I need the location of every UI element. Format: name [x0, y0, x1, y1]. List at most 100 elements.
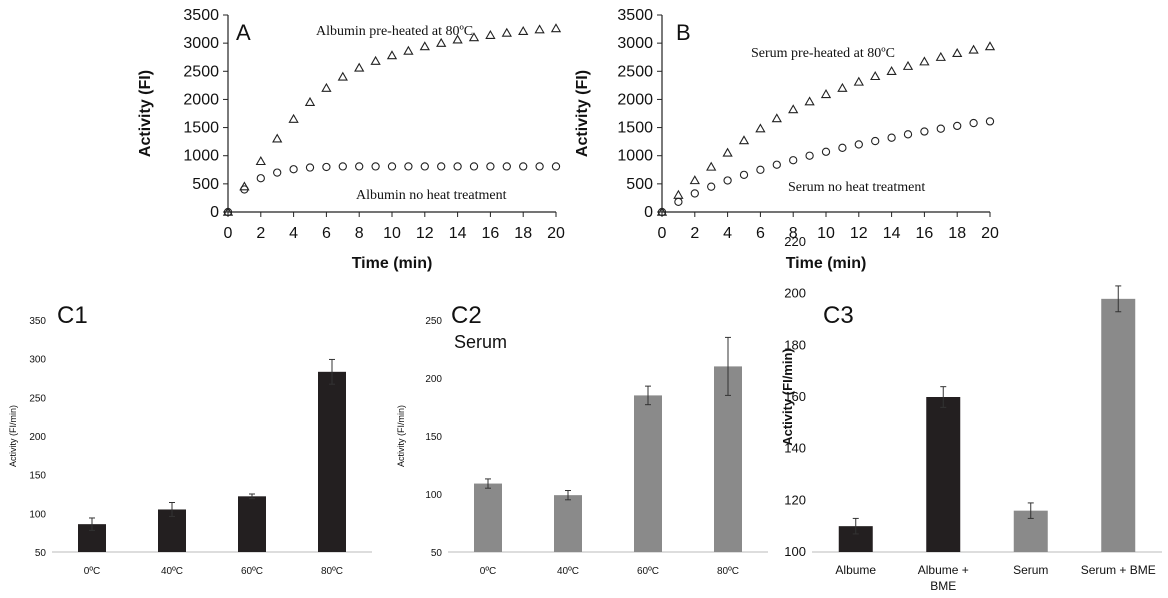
c3-y-tick-label: 220 — [784, 234, 806, 249]
b-x-tick-label: 12 — [850, 225, 868, 242]
b-series-0-point — [902, 60, 914, 70]
a-series-1-point — [338, 162, 347, 171]
c1-bar — [238, 496, 266, 552]
c2-y-tick-label: 150 — [425, 432, 442, 443]
a-series-1-point — [322, 162, 331, 172]
c3-y-tick-label: 200 — [784, 286, 806, 301]
b-series-1-point — [920, 127, 929, 136]
c1-y-tick-label: 150 — [29, 471, 46, 482]
b-series-1-point — [739, 170, 749, 180]
a-series-0-point — [501, 27, 512, 37]
b-y-tick-label: 3500 — [617, 7, 653, 24]
b-series-1-point — [772, 160, 781, 169]
a-series-1-point — [437, 162, 446, 171]
c1-y-tick-label: 350 — [29, 316, 46, 327]
c1-category-label: 0ºC — [84, 566, 100, 577]
a-series-0-point — [288, 113, 299, 123]
a-series-0-point — [370, 55, 381, 65]
a-series-0-point — [550, 23, 562, 33]
a-series-0-point — [386, 50, 398, 60]
b-series-1-point — [690, 189, 699, 198]
a-series-1-point — [469, 162, 479, 171]
annotation-albumin-no-heat: Albumin no heat treatment — [356, 188, 507, 203]
a-y-tick-label: 1500 — [183, 120, 219, 137]
a-series-1-point — [223, 207, 233, 217]
c2-category-label: 0ºC — [480, 566, 496, 577]
c3-category-label-line: Albume — [835, 563, 876, 577]
a-x-tick-label: 4 — [289, 225, 298, 242]
a-y-axis-title: Activity (FI) — [137, 70, 154, 157]
b-series-1-point — [756, 165, 765, 174]
c2-category-label-line: 40ºC — [557, 566, 579, 577]
c1-y-tick-label: 300 — [29, 355, 46, 366]
a-series-0-point — [518, 26, 529, 36]
c1-y-tick-label: 200 — [29, 432, 46, 443]
b-y-tick-label: 2500 — [617, 63, 653, 80]
a-x-axis-title: Time (min) — [352, 255, 433, 272]
b-series-0-point — [722, 147, 733, 157]
b-series-1-point — [969, 118, 978, 128]
panel-b: B Serum pre-heated at 80ºC Serum no heat… — [574, 7, 999, 272]
panel-letter-c1: C1 — [57, 302, 88, 329]
a-series-0 — [222, 23, 562, 216]
b-y-axis-title: Activity (FI) — [574, 70, 591, 157]
b-x-tick-label: 4 — [723, 225, 732, 242]
b-series-1-point — [953, 121, 962, 131]
a-y-tick-label: 1000 — [183, 148, 219, 165]
a-x-tick-label: 0 — [224, 225, 233, 242]
b-series-0-point — [820, 89, 832, 99]
c2-y-axis-title: Activity (FI/min) — [396, 405, 406, 467]
c3-category-label-line: BME — [930, 579, 956, 593]
b-series-1-point — [985, 117, 995, 126]
a-series-0-point — [304, 96, 316, 106]
b-series-0-point — [968, 44, 979, 54]
a-series-0-point — [403, 45, 414, 55]
a-series-1-point — [305, 163, 315, 172]
b-series-0-point — [689, 175, 700, 185]
c1-y-tick-label: 50 — [35, 548, 47, 559]
b-y-tick-label: 500 — [626, 176, 653, 193]
a-x-tick-label: 16 — [482, 225, 500, 242]
b-x-axis-title: Time (min) — [786, 255, 867, 272]
b-x-tick-label: 18 — [948, 225, 966, 242]
a-series-1-point — [486, 162, 495, 171]
c2-bar — [714, 366, 742, 552]
b-series-0-point — [886, 65, 897, 75]
panel-c2: C2 Serum 50 100 150 200 250 Activity (FI/min)… — [396, 302, 768, 577]
a-series-0-point — [485, 29, 496, 39]
a-x-tick-label: 2 — [256, 225, 265, 242]
panel-c3: C3 100 120 140 160 180 200 220 Activity (FI/min… — [780, 234, 1162, 593]
b-y-tick-label: 1000 — [617, 148, 653, 165]
b-series-1-point — [821, 147, 831, 156]
a-series-0-point — [255, 156, 266, 166]
annotation-albumin-preheated: Albumin pre-heated at 80ºC — [316, 24, 473, 39]
b-y-tick-label: 3000 — [617, 35, 653, 52]
a-y-tick-label: 2500 — [183, 63, 219, 80]
b-series-0-point — [673, 189, 684, 199]
c1-y-axis-title: Activity (FI/min) — [8, 405, 18, 467]
b-series-1-point — [871, 136, 880, 146]
a-y-tick-label: 2000 — [183, 91, 219, 108]
c2-category-label: 60ºC — [637, 566, 659, 577]
b-series-1-point — [723, 176, 732, 185]
c2-bar — [474, 483, 502, 552]
c2-category-label: 40ºC — [557, 566, 579, 577]
c2-y-tick-label: 50 — [431, 548, 443, 559]
b-series-0-point — [788, 104, 799, 114]
a-series-1-point — [387, 162, 397, 171]
c1-y-tick-label: 100 — [29, 509, 46, 520]
b-series-0-point — [837, 82, 848, 92]
a-series-0-point — [452, 34, 463, 44]
c3-y-axis-title: Activity (FI/min) — [780, 348, 795, 446]
c3-y-tick-label: 180 — [784, 337, 806, 352]
b-series-0-point — [984, 41, 996, 51]
b-x-tick-label: 0 — [658, 225, 667, 242]
c3-category-label-line: Serum — [1013, 563, 1048, 577]
c3-category-label: Serum + BME — [1081, 563, 1156, 577]
b-series-0-point — [870, 71, 881, 81]
c2-category-label-line: 0ºC — [480, 566, 496, 577]
b-series-0-point — [952, 47, 963, 57]
a-x-tick-label: 6 — [322, 225, 331, 242]
b-x-tick-label: 20 — [981, 225, 999, 242]
